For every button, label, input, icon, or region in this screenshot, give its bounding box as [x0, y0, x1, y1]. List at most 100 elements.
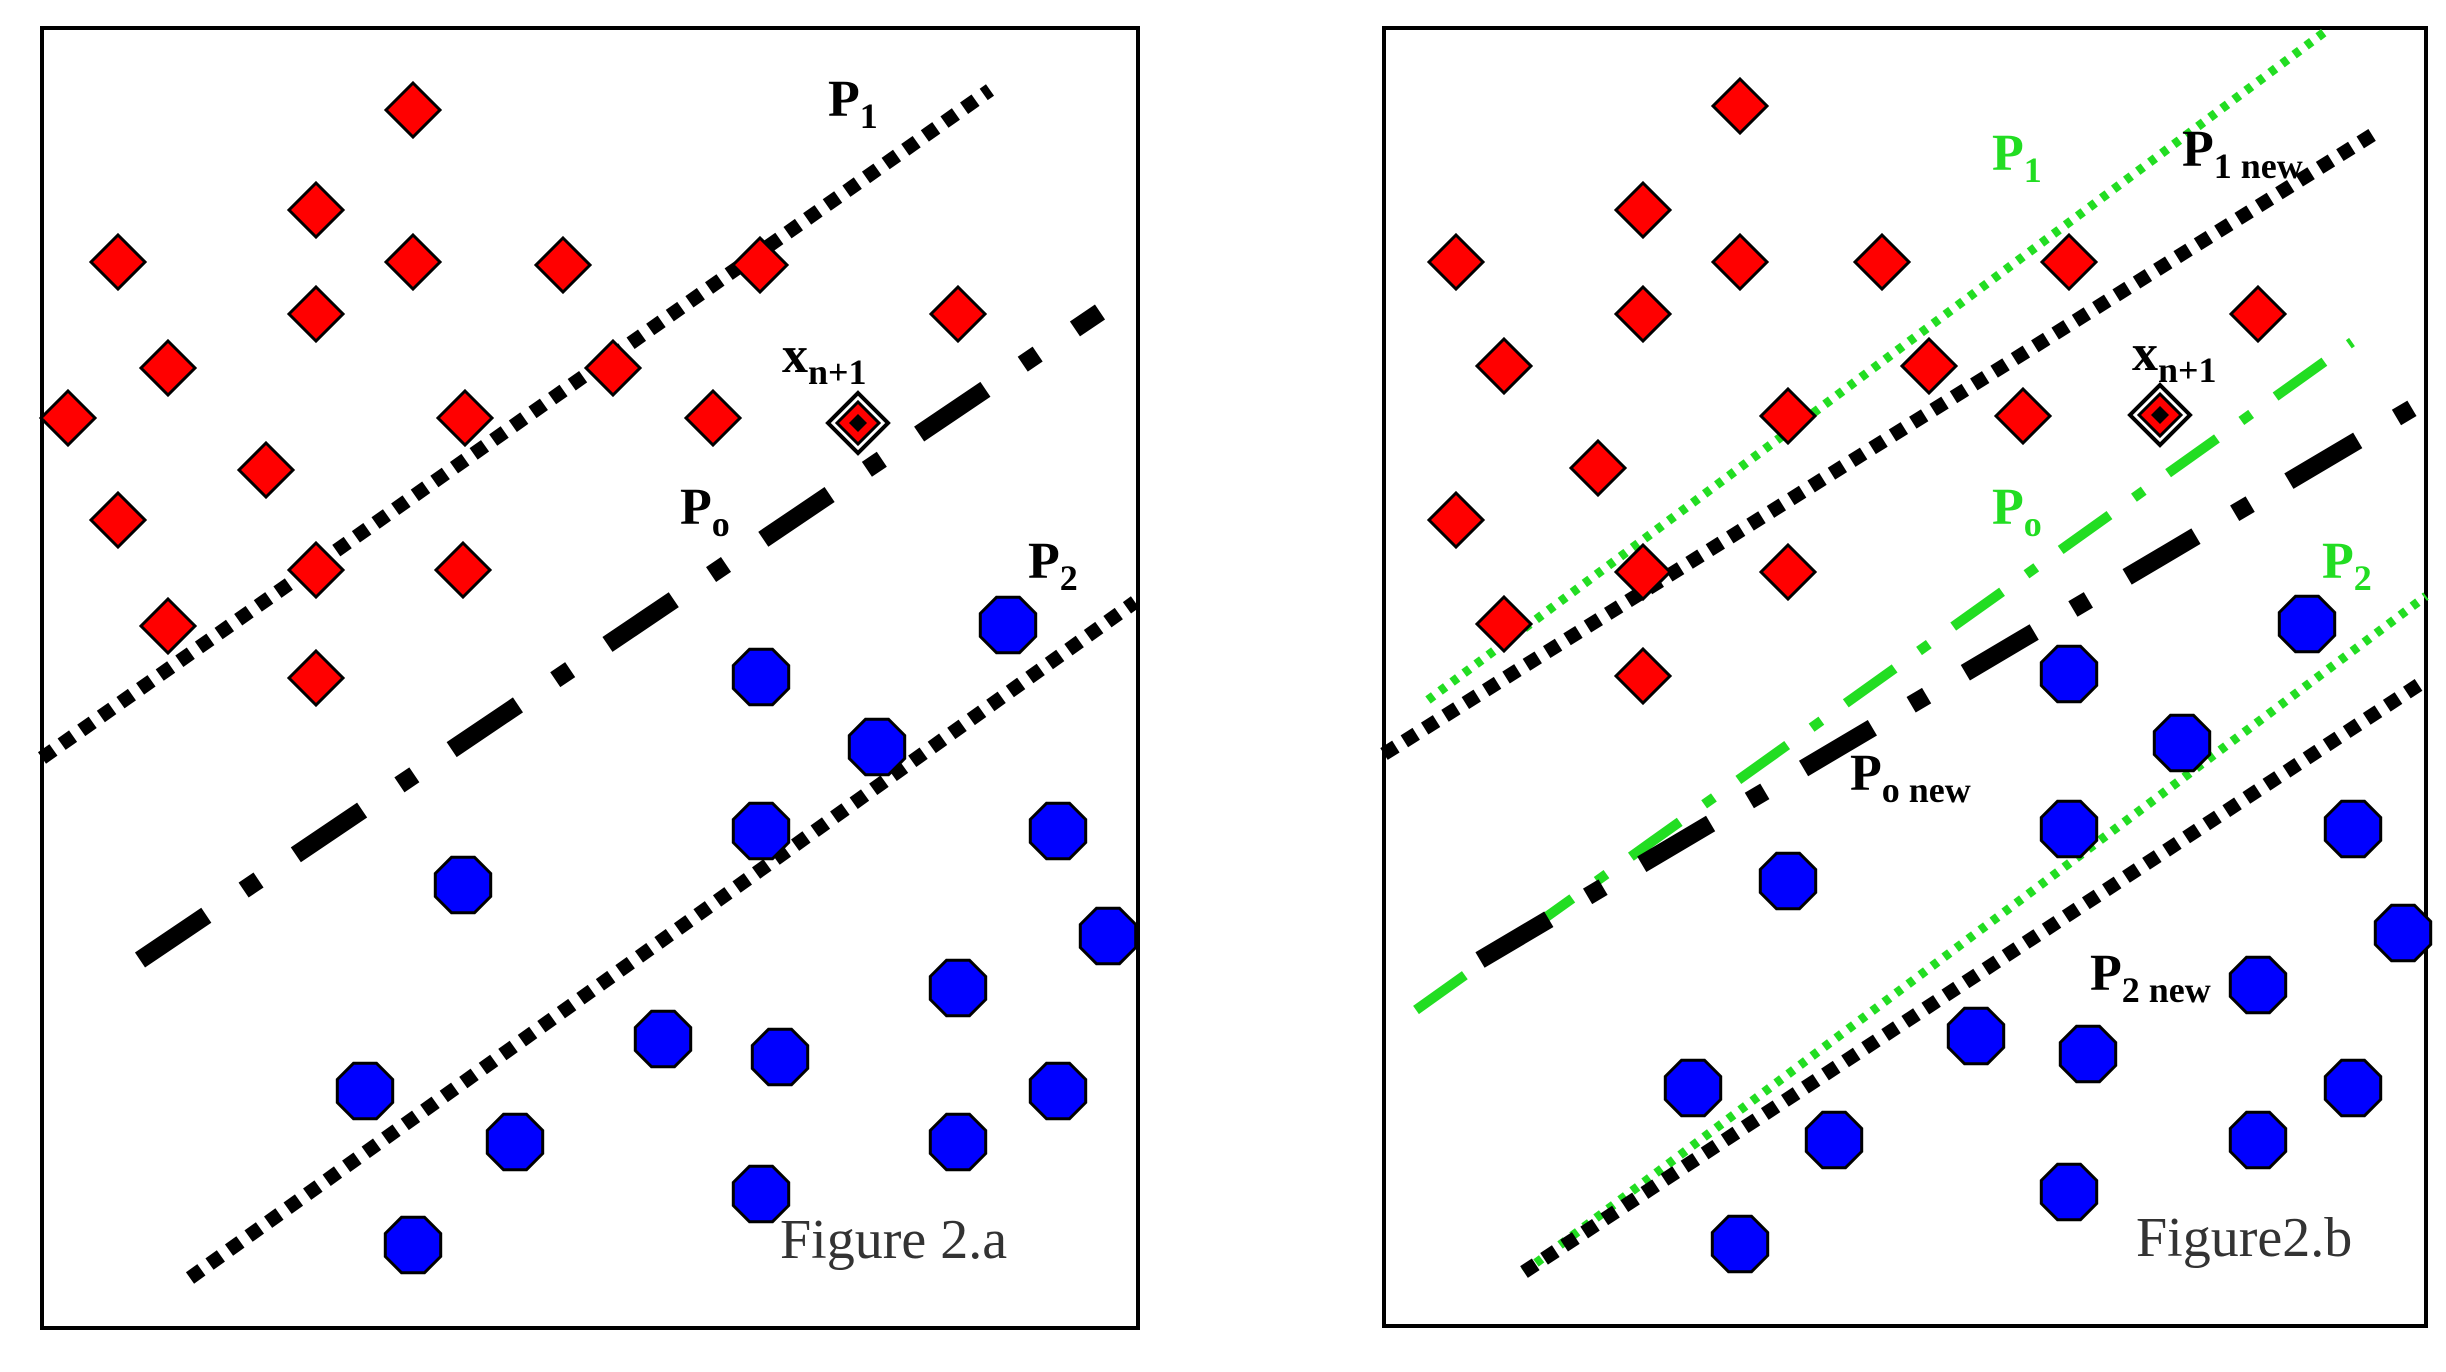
- class-a-diamond-icon: [1852, 232, 1912, 292]
- class-a-diamond-icon: [2039, 232, 2099, 292]
- class-a-diamond-icon: [286, 284, 346, 344]
- class-b-octagon-icon: [2039, 799, 2099, 859]
- panel-a-line-p2: [185, 596, 1140, 1284]
- panel-a-class-a-markers: [38, 80, 988, 708]
- panel-b-label-p1-green: P1: [1992, 125, 2042, 190]
- class-a-diamond-icon: [138, 338, 198, 398]
- class-a-diamond-icon: [138, 596, 198, 656]
- class-b-octagon-icon: [1028, 1061, 1088, 1121]
- class-b-octagon-icon: [485, 1112, 545, 1172]
- class-b-octagon-icon: [2277, 594, 2337, 654]
- panel-b-caption: Figure2.b: [2136, 1207, 2352, 1269]
- class-a-diamond-icon: [1474, 336, 1534, 396]
- class-b-octagon-icon: [731, 1164, 791, 1224]
- class-a-diamond-icon: [286, 648, 346, 708]
- class-b-octagon-icon: [383, 1215, 443, 1275]
- class-b-octagon-icon: [928, 1112, 988, 1172]
- class-b-octagon-icon: [1078, 906, 1138, 966]
- class-a-diamond-icon: [683, 388, 743, 448]
- class-a-diamond-icon: [1710, 232, 1770, 292]
- class-b-octagon-icon: [750, 1027, 810, 1087]
- class-b-octagon-icon: [1663, 1058, 1723, 1118]
- panel-b-label-p1-new: P1 new: [2182, 121, 2303, 186]
- class-a-diamond-icon: [1899, 336, 1959, 396]
- class-a-diamond-icon: [1426, 490, 1486, 550]
- class-b-octagon-icon: [731, 647, 791, 707]
- class-b-octagon-icon: [2152, 713, 2212, 773]
- class-b-octagon-icon: [2323, 1058, 2383, 1118]
- panel-a-frame: [40, 26, 1140, 1330]
- panel-a-line-p1: [37, 84, 995, 764]
- class-a-diamond-icon: [730, 235, 790, 295]
- panel-a-caption: Figure 2.a: [780, 1209, 1007, 1271]
- panel-a-class-b-markers: [335, 595, 1138, 1275]
- class-a-diamond-icon: [583, 338, 643, 398]
- class-b-octagon-icon: [2373, 903, 2433, 963]
- panel-b-class-a-markers: [1426, 76, 2288, 706]
- class-a-diamond-icon: [1568, 438, 1628, 498]
- class-a-diamond-icon: [383, 80, 443, 140]
- class-a-diamond-icon: [2228, 284, 2288, 344]
- class-a-diamond-icon: [88, 490, 148, 550]
- class-b-octagon-icon: [2058, 1024, 2118, 1084]
- class-a-diamond-icon: [1474, 594, 1534, 654]
- class-a-diamond-icon: [286, 540, 346, 600]
- panel-b-label-x: xn+1: [2132, 325, 2217, 390]
- panel-a-label-p1: P1: [828, 71, 878, 136]
- panel-b-class-b-markers: [1663, 594, 2433, 1274]
- class-a-diamond-icon: [928, 284, 988, 344]
- class-a-diamond-icon: [435, 388, 495, 448]
- class-b-octagon-icon: [2039, 1162, 2099, 1222]
- class-b-octagon-icon: [335, 1061, 395, 1121]
- class-b-octagon-icon: [433, 855, 493, 915]
- class-a-diamond-icon: [1613, 284, 1673, 344]
- panel-b-label-po-green: Po: [1992, 479, 2042, 544]
- class-b-octagon-icon: [633, 1009, 693, 1069]
- panel-a-label-po: Po: [680, 479, 730, 544]
- class-b-octagon-icon: [847, 717, 907, 777]
- new-point-inner-diamond-icon: [849, 414, 867, 432]
- class-b-octagon-icon: [1028, 801, 1088, 861]
- class-b-octagon-icon: [1758, 851, 1818, 911]
- panel-b-new-point: [2127, 382, 2193, 448]
- panel-b-label-p2-green: P2: [2322, 533, 2372, 598]
- class-a-diamond-icon: [1758, 542, 1818, 602]
- class-b-octagon-icon: [978, 595, 1038, 655]
- class-a-diamond-icon: [1426, 232, 1486, 292]
- class-b-octagon-icon: [2228, 955, 2288, 1015]
- class-a-diamond-icon: [38, 388, 98, 448]
- class-b-octagon-icon: [731, 801, 791, 861]
- class-b-octagon-icon: [1804, 1110, 1864, 1170]
- class-b-octagon-icon: [2323, 799, 2383, 859]
- class-a-diamond-icon: [383, 232, 443, 292]
- panel-b-line-p1-new: [1380, 124, 2384, 760]
- panel-a: P1 Po P2 xn+1 Figure 2.a: [37, 26, 1140, 1330]
- class-a-diamond-icon: [1993, 386, 2053, 446]
- class-b-octagon-icon: [1710, 1214, 1770, 1274]
- class-b-octagon-icon: [2039, 644, 2099, 704]
- class-a-diamond-icon: [1613, 542, 1673, 602]
- class-a-diamond-icon: [533, 235, 593, 295]
- class-a-diamond-icon: [236, 440, 296, 500]
- panel-b-frame: [1382, 26, 2428, 1328]
- new-point-inner-diamond-icon: [2151, 406, 2169, 424]
- class-b-octagon-icon: [1946, 1006, 2006, 1066]
- panel-a-lines: [37, 84, 1140, 1284]
- class-b-octagon-icon: [928, 958, 988, 1018]
- class-a-diamond-icon: [88, 232, 148, 292]
- class-a-diamond-icon: [1613, 646, 1673, 706]
- panel-a-label-x: xn+1: [782, 327, 867, 392]
- panel-b-label-p2-new: P2 new: [2090, 945, 2211, 1010]
- panel-b-line-p2-new: [1520, 674, 2430, 1278]
- panel-a-line-po: [134, 304, 1106, 968]
- class-a-diamond-icon: [286, 180, 346, 240]
- panel-b: P1 P1 new xn+1 Po P2 Po new P2 new Figur…: [1380, 24, 2433, 1328]
- class-a-diamond-icon: [1613, 180, 1673, 240]
- class-a-diamond-icon: [433, 540, 493, 600]
- class-a-diamond-icon: [1710, 76, 1770, 136]
- panel-a-label-p2: P2: [1028, 533, 1078, 598]
- class-b-octagon-icon: [2228, 1110, 2288, 1170]
- panel-b-lines: [1380, 24, 2431, 1278]
- class-a-diamond-icon: [1758, 386, 1818, 446]
